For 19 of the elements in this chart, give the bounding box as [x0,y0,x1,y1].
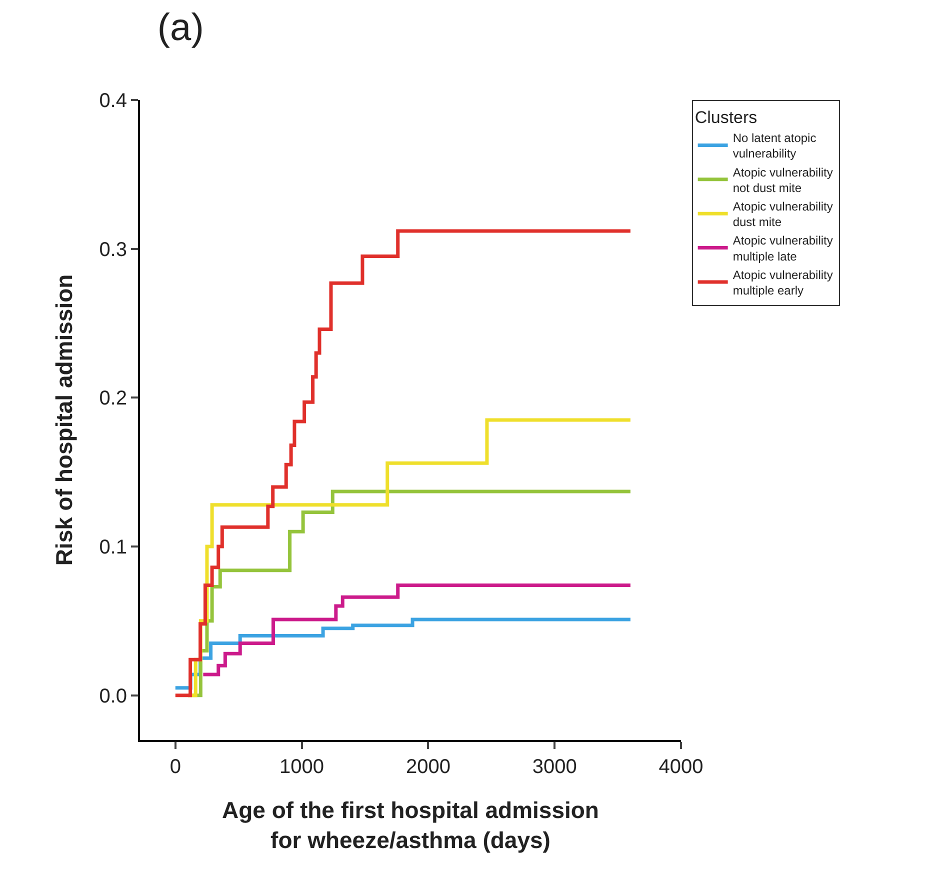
chart-title: (a) [157,6,204,49]
x-tick-label: 2000 [406,756,450,778]
legend-label: Atopic vulnerability multiple early [732,268,833,298]
x-tick-label: 1000 [280,756,324,778]
y-tick-label: 0.3 [99,238,127,261]
y-axis-title: Risk of hospital admission [51,274,78,566]
x-axis-title: Age of the first hospital admission for wheeze/asthma (days) [222,797,599,853]
legend-label: Atopic vulnerability not dust mite [732,165,833,195]
legend-label: Atopic vulnerability multiple late [732,234,833,264]
y-tick-label: 0.4 [99,90,127,112]
x-tick-label: 4000 [658,756,704,778]
y-tick-label: 0.2 [99,388,127,410]
y-tick-label: 0.0 [99,685,127,708]
x-tick-label: 0 [170,756,181,778]
legend-label: Atopic vulnerability dust mite [732,199,833,230]
legend-title: Clusters [694,108,758,128]
x-tick-label: 3000 [532,756,577,778]
y-tick-label: 0.1 [99,536,127,559]
legend-label: No latent atopic vulnerability [732,131,816,161]
